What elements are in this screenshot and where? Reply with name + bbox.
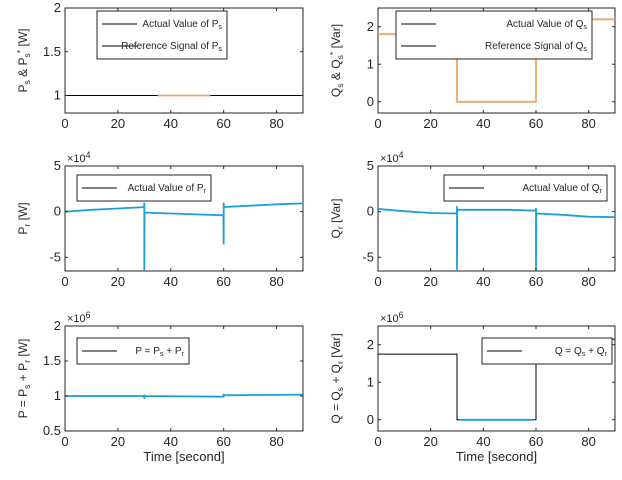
legend: Actual Value of Ps Reference Signal of Ps bbox=[96, 10, 228, 60]
legend-entry: P = Ps + Pr bbox=[135, 346, 184, 358]
x-tick-label: 20 bbox=[111, 434, 125, 449]
axis-exponent: ×104 bbox=[380, 150, 404, 165]
x-tick-label: 20 bbox=[111, 274, 125, 289]
y-tick-label: 1 bbox=[367, 56, 374, 71]
x-tick-label: 40 bbox=[164, 434, 178, 449]
legend-entry: Actual Value of Pr bbox=[128, 183, 207, 195]
x-tick-label: 60 bbox=[529, 274, 543, 289]
series-line-0 bbox=[378, 206, 615, 271]
legend-entry: Actual Value of Qs bbox=[506, 19, 587, 31]
legend-entry: Actual Value of Ps bbox=[142, 19, 222, 31]
x-tick-label: 60 bbox=[216, 434, 230, 449]
y-axis-label: Qs & Qs* [Var] bbox=[328, 24, 344, 97]
legend: Actual Value of Qr bbox=[443, 174, 608, 202]
y-tick-label: 2 bbox=[54, 0, 61, 15]
y-tick-label: 0 bbox=[54, 204, 61, 219]
y-tick-label: 2 bbox=[367, 19, 374, 34]
x-tick-label: 40 bbox=[476, 434, 490, 449]
y-axis-label: Qr [Var] bbox=[329, 198, 345, 238]
x-axis-label: Time [second] bbox=[143, 449, 224, 464]
y-axis-label: Ps & Ps* [W] bbox=[15, 28, 31, 92]
axis-exponent: ×106 bbox=[380, 310, 404, 325]
y-tick-label: 5 bbox=[54, 158, 61, 173]
y-axis-label: Q = Qs + Qr [Var] bbox=[329, 333, 345, 423]
x-tick-label: 20 bbox=[423, 434, 437, 449]
subplot-qs: 0 20 40 60 80 0 1 2 Qs & Qs* [Var] Actual Value o… bbox=[328, 7, 616, 131]
legend-box bbox=[96, 10, 228, 60]
axis-exponent: ×104 bbox=[67, 150, 91, 165]
y-tick-label: 1 bbox=[54, 388, 61, 403]
axis-exponent: ×106 bbox=[67, 310, 91, 325]
x-tick-label: 0 bbox=[374, 434, 381, 449]
x-tick-label: 80 bbox=[269, 116, 283, 131]
x-tick-label: 60 bbox=[216, 116, 230, 131]
x-tick-label: 80 bbox=[581, 116, 595, 131]
y-tick-label: 1.5 bbox=[43, 353, 61, 368]
legend: P = Ps + Pr bbox=[76, 337, 190, 365]
y-tick-label: 0 bbox=[367, 94, 374, 109]
series-line-0 bbox=[65, 202, 303, 271]
x-tick-label: 0 bbox=[61, 116, 68, 131]
x-tick-label: 80 bbox=[581, 274, 595, 289]
x-tick-label: 80 bbox=[269, 434, 283, 449]
x-tick-label: 0 bbox=[374, 274, 381, 289]
x-tick-label: 40 bbox=[164, 274, 178, 289]
legend: Actual Value of Pr bbox=[76, 174, 212, 202]
x-tick-label: 0 bbox=[374, 116, 381, 131]
y-tick-label: 2 bbox=[367, 337, 374, 352]
legend-entry: Actual Value of Qr bbox=[523, 183, 603, 195]
x-tick-label: 20 bbox=[423, 116, 437, 131]
y-tick-label: 0 bbox=[367, 412, 374, 427]
x-tick-label: 60 bbox=[529, 116, 543, 131]
y-tick-label: 1.5 bbox=[43, 44, 61, 59]
y-tick-label: 0 bbox=[367, 204, 374, 219]
subplot-q: 0 20 40 60 80 0 1 2 ×106 Q = Qs + Qr [Var] Time [s… bbox=[329, 310, 616, 464]
x-tick-label: 40 bbox=[164, 116, 178, 131]
x-tick-label: 60 bbox=[216, 274, 230, 289]
legend-box bbox=[395, 10, 593, 60]
x-tick-label: 0 bbox=[61, 434, 68, 449]
subplot-ps: 0 20 40 60 80 1 1.5 2 Ps & Ps* [W] Actual Value o… bbox=[15, 0, 304, 131]
y-tick-label: 5 bbox=[367, 158, 374, 173]
y-axis-label: P = Ps + Pr [W] bbox=[16, 339, 32, 419]
x-tick-label: 20 bbox=[111, 116, 125, 131]
y-tick-label: 1 bbox=[54, 88, 61, 103]
x-tick-label: 80 bbox=[269, 274, 283, 289]
legend: Actual Value of Qs Reference Signal of Qs bbox=[395, 10, 593, 60]
x-tick-label: 60 bbox=[529, 434, 543, 449]
y-axis-label: Pr [W] bbox=[16, 202, 32, 234]
y-tick-label: 2 bbox=[54, 318, 61, 333]
x-tick-label: 40 bbox=[476, 274, 490, 289]
legend-entry: Reference Signal of Qs bbox=[485, 41, 587, 53]
x-tick-label: 40 bbox=[476, 116, 490, 131]
legend-entry: Reference Signal of Ps bbox=[121, 41, 222, 53]
series-line-0 bbox=[65, 393, 303, 399]
subplot-p: 0 20 40 60 80 0.5 1 1.5 2 ×106 P = Ps + Pr [W] Time… bbox=[16, 310, 304, 464]
y-tick-label: -5 bbox=[49, 249, 61, 264]
y-tick-label: 0.5 bbox=[43, 423, 61, 438]
y-tick-label: -5 bbox=[362, 249, 374, 264]
y-tick-label: 1 bbox=[367, 374, 374, 389]
x-tick-label: 20 bbox=[423, 274, 437, 289]
x-axis-label: Time [second] bbox=[456, 449, 537, 464]
x-tick-label: 80 bbox=[581, 434, 595, 449]
x-tick-label: 0 bbox=[61, 274, 68, 289]
legend-entry: Q = Qs + Qr bbox=[555, 346, 608, 358]
legend: Q = Qs + Qr bbox=[481, 337, 613, 365]
